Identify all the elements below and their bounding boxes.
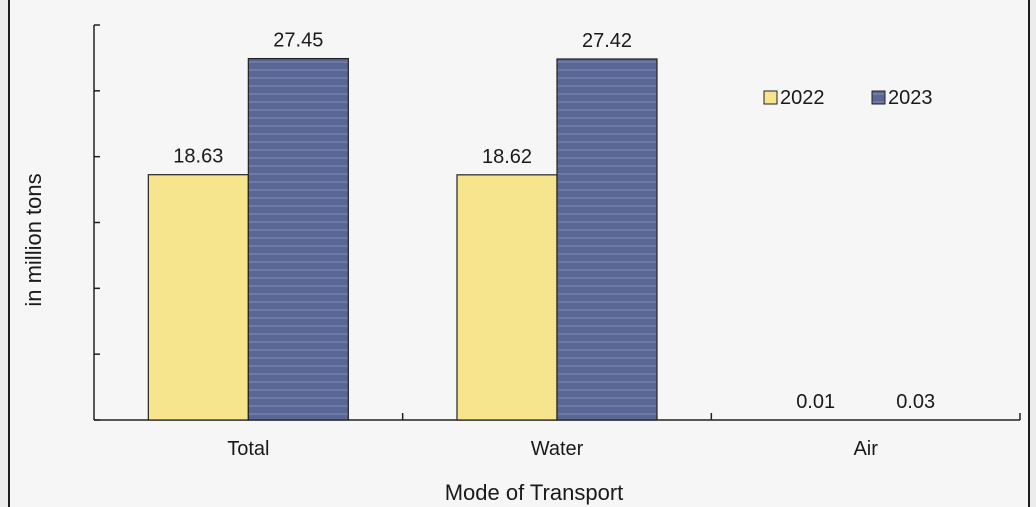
data-label-2022-air: 0.01 bbox=[796, 391, 835, 413]
legend-label-2022: 2022 bbox=[780, 87, 825, 109]
legend-swatch-2023 bbox=[871, 90, 886, 105]
bars bbox=[147, 57, 658, 421]
x-tick-label-air: Air bbox=[853, 438, 878, 460]
chart-frame: 18.63 27.45 18.62 27.42 0.01 0.03 Total Water A… bbox=[8, 0, 1030, 507]
legend-label-2023: 2023 bbox=[888, 87, 933, 109]
data-labels: 18.63 27.45 18.62 27.42 0.01 0.03 bbox=[173, 30, 935, 413]
data-label-2023-water: 27.42 bbox=[582, 30, 632, 52]
x-tick-labels: Total Water Air bbox=[227, 438, 878, 460]
x-tick-label-water: Water bbox=[531, 438, 584, 460]
bar-2022-water bbox=[456, 174, 558, 421]
legend: 2022 2023 bbox=[763, 87, 933, 109]
data-label-2023-air: 0.03 bbox=[896, 391, 935, 413]
x-tick-label-total: Total bbox=[227, 438, 269, 460]
data-label-2022-water: 18.62 bbox=[482, 146, 532, 168]
data-label-2023-total: 27.45 bbox=[273, 30, 323, 52]
bar-2022-total bbox=[147, 174, 249, 421]
data-label-2022-total: 18.63 bbox=[173, 146, 223, 168]
bar-2023-total bbox=[247, 57, 349, 421]
x-axis-label: Mode of Transport bbox=[445, 480, 624, 505]
bar-chart: 18.63 27.45 18.62 27.42 0.01 0.03 Total Water A… bbox=[21, 24, 1021, 505]
y-axis-label: in million tons bbox=[21, 173, 46, 306]
legend-swatch-2022 bbox=[763, 90, 778, 105]
bar-2023-water bbox=[556, 58, 658, 421]
